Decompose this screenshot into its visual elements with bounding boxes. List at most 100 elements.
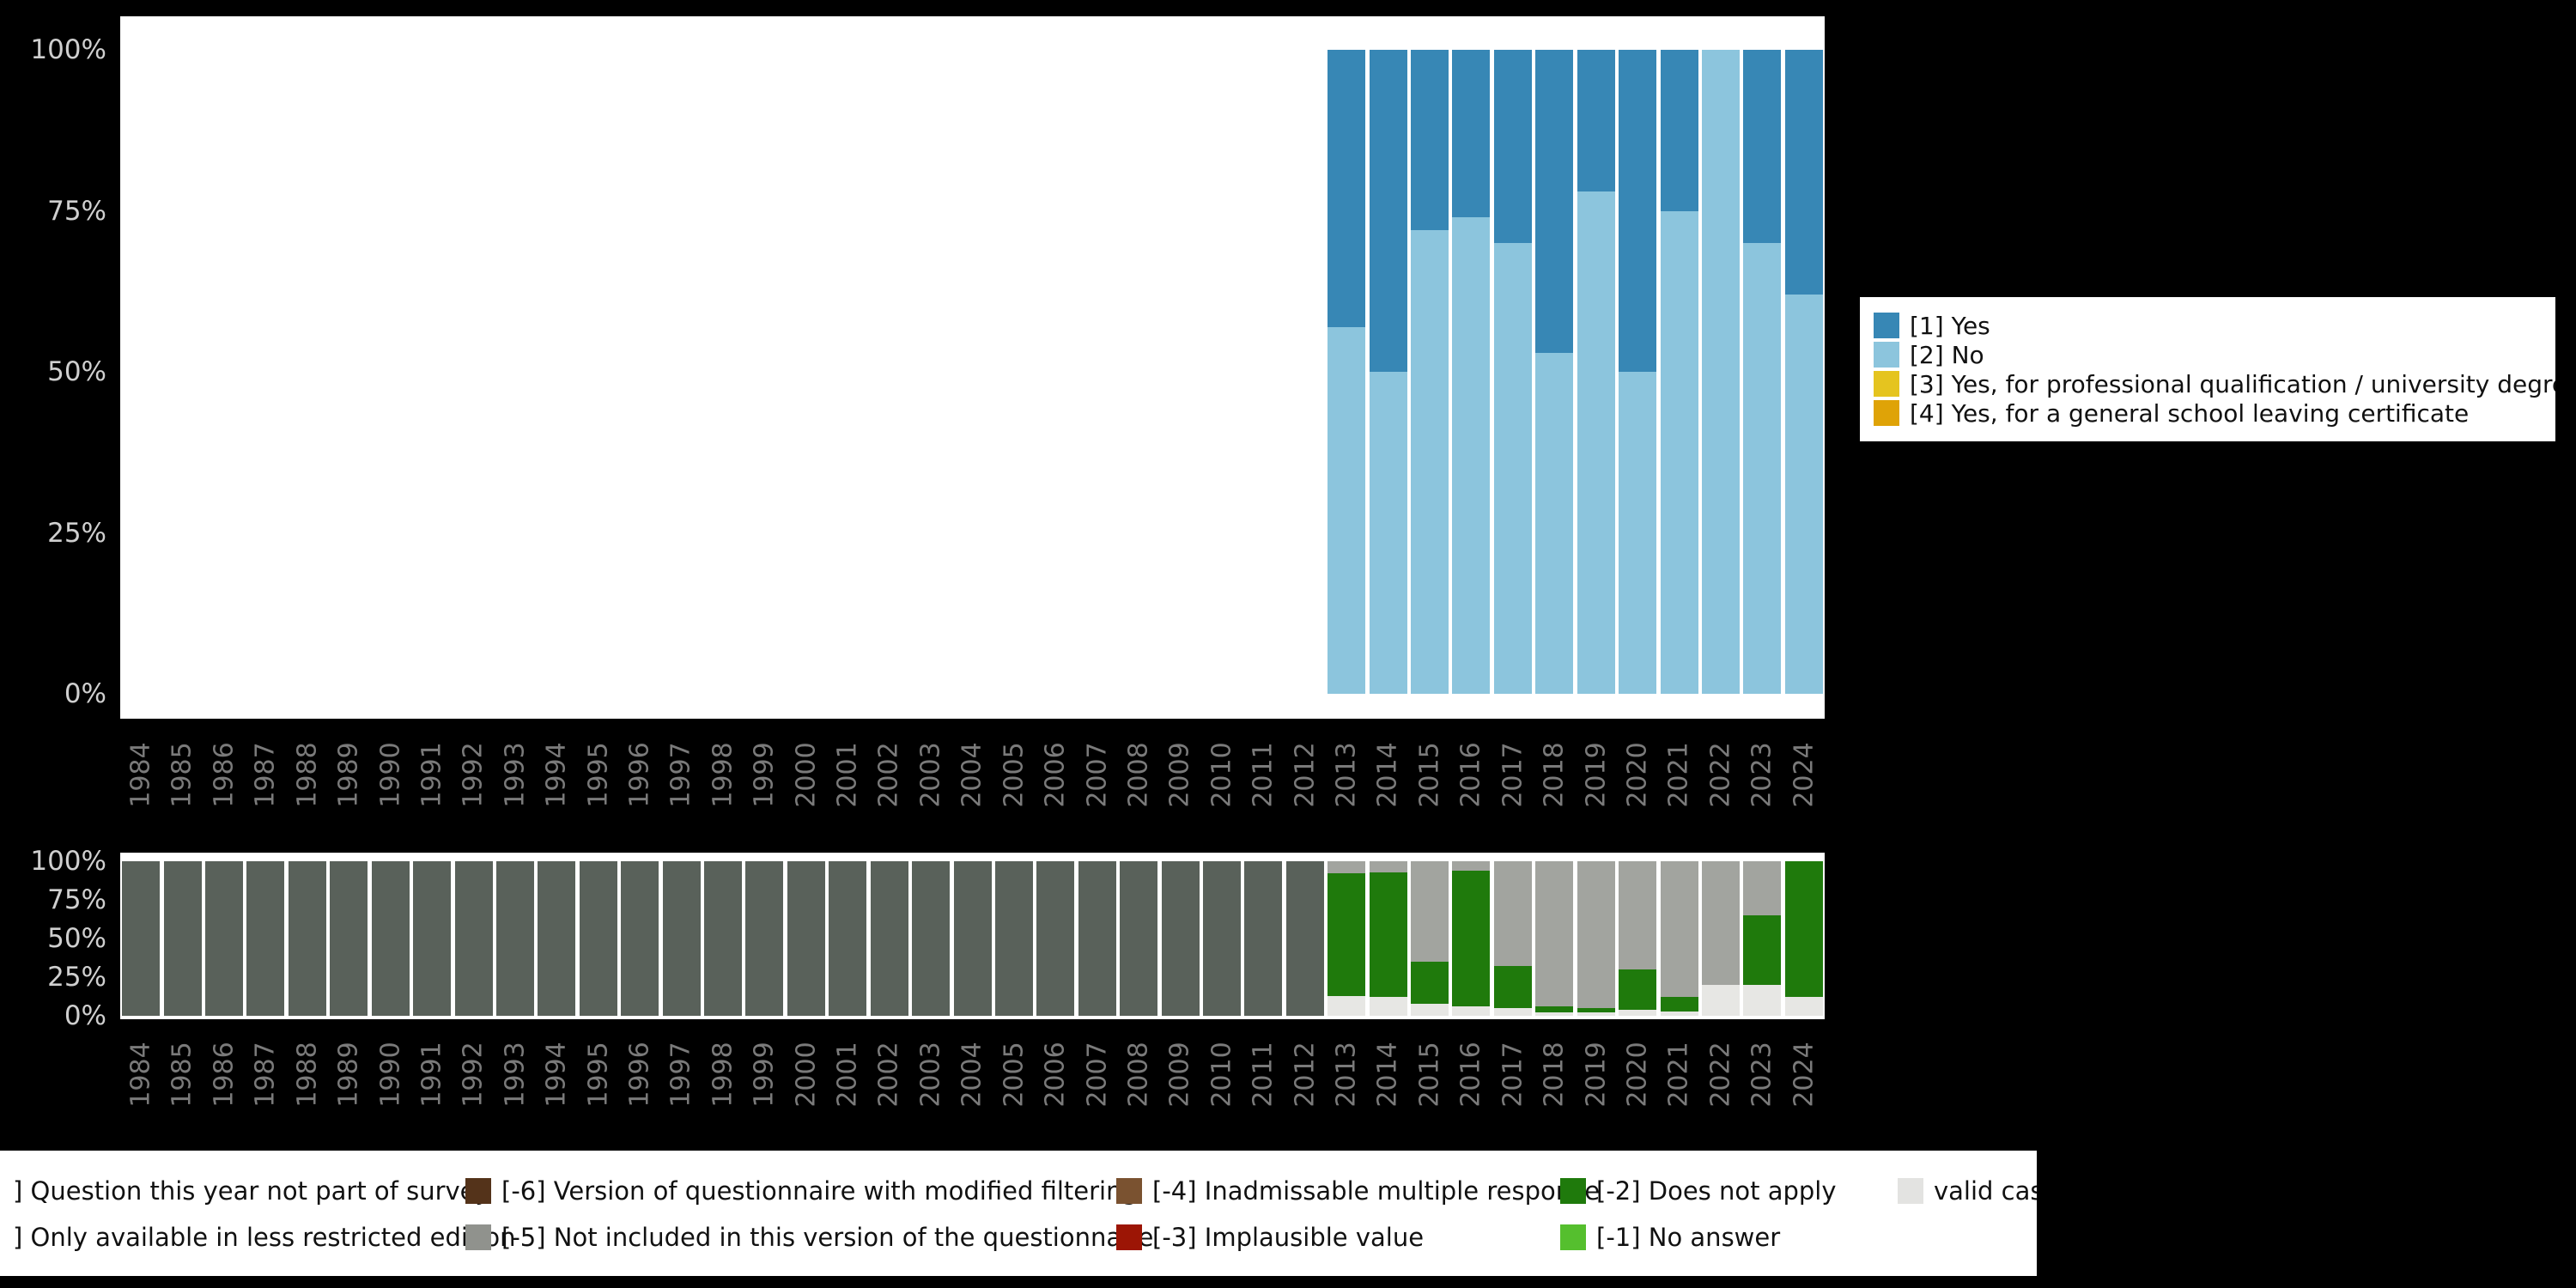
bar-segment-missing <box>1577 1008 1615 1013</box>
missing-legend-item-label: [-2] Does not apply <box>1596 1176 1837 1206</box>
missing-plot-panel <box>120 853 1825 1019</box>
legend-key-swatch <box>465 1178 491 1204</box>
x-tick-label-responses: 1997 <box>666 741 697 808</box>
y-tick-label: 25% <box>47 517 106 549</box>
bar-segment-missing <box>1036 861 1075 1016</box>
bar-segment-missing <box>787 861 825 1016</box>
bar-segment-responses <box>1369 372 1407 694</box>
bar-segment-missing <box>829 861 867 1016</box>
bar-segment-missing <box>621 861 659 1016</box>
bar-segment-missing <box>1660 997 1698 1012</box>
x-tick-label-responses: 2002 <box>874 741 905 808</box>
legend-key-swatch <box>1874 313 1899 338</box>
bar-segment-missing <box>1411 1003 1449 1016</box>
x-tick-label-responses: 2017 <box>1498 741 1528 808</box>
x-tick-label-responses: 1996 <box>624 741 655 808</box>
legend-key-swatch <box>1898 1178 1923 1204</box>
x-tick-label-responses: 1984 <box>125 741 156 808</box>
x-tick-label-missing: 2020 <box>1622 1041 1653 1108</box>
bar-segment-missing <box>704 861 742 1016</box>
missing-legend-item-label: [-3] Implausible value <box>1152 1223 1425 1252</box>
bar-segment-missing <box>1327 873 1366 996</box>
bar-segment-responses <box>1660 50 1698 211</box>
bar-segment-missing <box>1285 861 1324 1016</box>
missing-values-legend: ] Question this year not part of survey [… <box>0 1151 2037 1276</box>
x-tick-label-responses: 2011 <box>1248 741 1279 808</box>
bar-segment-missing <box>1784 861 1823 998</box>
bar-segment-missing <box>662 861 701 1016</box>
x-tick-label-missing: 1993 <box>500 1041 531 1108</box>
x-tick-label-missing: 1984 <box>125 1041 156 1108</box>
bar-segment-missing <box>1535 861 1574 1007</box>
x-tick-label-responses: 2010 <box>1206 741 1237 808</box>
legend-key-swatch <box>1560 1178 1586 1204</box>
bar-segment-responses <box>1784 295 1823 694</box>
bar-segment-responses <box>1660 210 1698 694</box>
bar-segment-responses <box>1493 243 1532 694</box>
bar-segment-missing <box>1619 861 1657 969</box>
x-tick-label-missing: 1990 <box>375 1041 406 1108</box>
x-tick-label-missing: 2006 <box>1040 1041 1071 1108</box>
x-tick-label-missing: 1998 <box>708 1041 738 1108</box>
x-tick-label-missing: 1987 <box>250 1041 281 1108</box>
bar-segment-missing <box>163 861 202 1016</box>
responses-y-axis: 100% 75% 50% 25% 0% <box>0 0 113 1288</box>
x-tick-label-missing: 2023 <box>1747 1041 1777 1108</box>
x-tick-label-missing: 1995 <box>583 1041 614 1108</box>
x-tick-label-responses: 2001 <box>832 741 863 808</box>
bar-segment-missing <box>371 861 410 1016</box>
x-tick-label-responses: 1994 <box>541 741 572 808</box>
x-tick-label-responses: 2000 <box>791 741 822 808</box>
x-tick-label-missing: 2024 <box>1789 1041 1820 1108</box>
bar-segment-responses <box>1452 217 1491 694</box>
legend-key-swatch <box>1116 1178 1142 1204</box>
bar-segment-responses <box>1619 372 1657 694</box>
bar-segment-missing <box>579 861 617 1016</box>
x-tick-label-responses: 2003 <box>915 741 946 808</box>
y-tick-label: 0% <box>64 1000 106 1031</box>
bar-segment-missing <box>1244 861 1283 1016</box>
x-tick-label-responses: 1995 <box>583 741 614 808</box>
bar-segment-missing <box>1078 861 1116 1016</box>
x-tick-label-missing: 2011 <box>1248 1041 1279 1108</box>
bar-segment-missing <box>1452 870 1491 1007</box>
x-tick-label-responses: 1988 <box>292 741 323 808</box>
legend-key-swatch <box>1874 342 1899 368</box>
y-tick-label: 0% <box>64 678 106 709</box>
x-tick-label-missing: 2016 <box>1455 1041 1486 1108</box>
bar-segment-responses <box>1535 50 1574 353</box>
x-tick-label-responses: 1985 <box>167 741 198 808</box>
bar-segment-missing <box>1327 861 1366 874</box>
x-tick-label-responses: 1990 <box>375 741 406 808</box>
bar-segment-responses <box>1535 352 1574 694</box>
bar-segment-missing <box>1619 1009 1657 1016</box>
y-tick-label: 50% <box>47 923 106 954</box>
bar-segment-missing <box>1701 861 1740 985</box>
legend-item-label: [2] No <box>1910 340 1984 369</box>
missing-legend-item-label: ] Question this year not part of survey <box>13 1176 490 1206</box>
bar-segment-responses <box>1784 50 1823 295</box>
bar-segment-missing <box>1743 985 1782 1016</box>
missing-legend-item-label: [-5] Not included in this version of the… <box>501 1223 1154 1252</box>
bar-segment-missing <box>413 861 452 1016</box>
bar-segment-missing <box>1660 861 1698 998</box>
x-tick-label-responses: 1987 <box>250 741 281 808</box>
missing-legend-item: [-2] Does not apply <box>1560 1176 1837 1206</box>
bar-segment-responses <box>1701 50 1740 694</box>
legend-item-label: [3] Yes, for professional qualification … <box>1910 369 2555 398</box>
responses-x-axis: 1984 1985 1986 1987 1988 1989 1990 1991 1992 1993… <box>120 724 1825 825</box>
x-tick-label-missing: 2019 <box>1581 1041 1612 1108</box>
bar-segment-missing <box>454 861 493 1016</box>
bar-segment-missing <box>246 861 285 1016</box>
bar-segment-missing <box>1493 1008 1532 1016</box>
missing-y-axis: 100% 75% 50% 25% 0% <box>0 0 113 1288</box>
bar-segment-missing <box>1161 861 1200 1016</box>
bar-segment-missing <box>1120 861 1158 1016</box>
legend-item: [1] Yes <box>1874 311 2555 340</box>
bar-segment-missing <box>330 861 368 1016</box>
bar-segment-missing <box>953 861 992 1016</box>
x-tick-label-missing: 1989 <box>333 1041 364 1108</box>
x-tick-label-responses: 2020 <box>1622 741 1653 808</box>
bar-segment-missing <box>870 861 908 1016</box>
bar-segment-responses <box>1327 50 1366 327</box>
